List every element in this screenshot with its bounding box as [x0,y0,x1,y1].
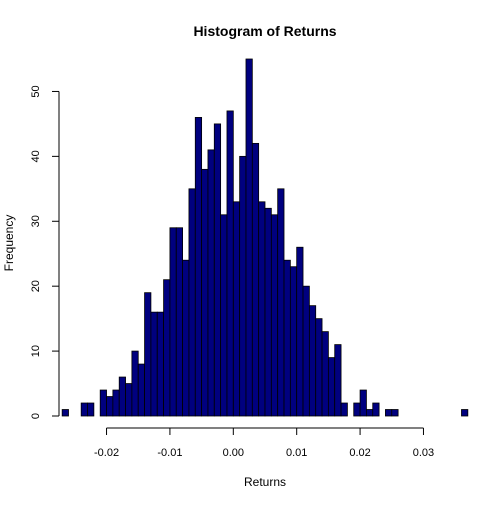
histogram-bar [163,279,171,417]
histogram-bar [321,331,329,417]
histogram-bar [131,350,139,417]
chart-title: Histogram of Returns [193,23,336,39]
histogram-bar [99,389,107,417]
histogram-bar [144,292,152,417]
histogram-bar [201,168,209,417]
histogram-bar [112,389,120,417]
histogram-bar [327,357,336,417]
histogram-bar [106,396,114,417]
histogram-bar [150,311,158,417]
histogram-bar [239,155,247,417]
y-tick-label: 30 [30,215,42,227]
histogram-bar [372,402,380,417]
histogram-bar [334,344,342,417]
histogram-bar [125,383,133,417]
histogram-bar [118,376,126,417]
x-tick-label: 0.00 [223,447,244,459]
histogram-bar [182,259,190,417]
histogram-bar [461,409,469,417]
x-tick-label: -0.02 [94,447,119,459]
histogram-bar [359,389,367,417]
histogram-bar [353,402,361,417]
histogram-bar [283,259,291,417]
histogram-bar [226,110,234,417]
histogram-bar [188,188,196,417]
histogram-bar [194,117,203,417]
x-tick-label: 0.03 [413,447,434,459]
histogram-bar [80,402,88,417]
histogram-bar [385,409,393,417]
histogram-bar [366,409,374,417]
histogram-bar [169,227,177,417]
histogram-bar [340,402,348,417]
histogram-bar [87,402,95,417]
histogram-bar [220,214,228,417]
histogram-bar [213,123,222,417]
y-tick-label: 50 [30,85,42,97]
x-tick-label: 0.01 [286,447,307,459]
histogram-bar [245,58,253,417]
histogram-bar [277,188,285,417]
x-tick-label: 0.02 [349,447,370,459]
y-axis: 0 10 20 30 40 50 [30,85,60,419]
histogram-bar [258,201,266,417]
y-tick-label: 20 [30,280,42,292]
histogram-bar [232,201,241,417]
y-tick-label: 10 [30,345,42,357]
histogram-bar [137,363,145,417]
y-axis-label: Frequency [2,215,16,272]
y-tick-label: 0 [30,413,42,419]
histogram-bar [251,142,260,417]
histogram-bar [296,246,304,417]
histogram-bar [289,266,298,417]
x-tick-label: -0.01 [157,447,182,459]
histogram-bar [315,318,323,417]
histogram-bar [175,227,183,417]
bars-group [61,58,469,417]
histogram-bar [207,149,215,417]
x-axis-label: Returns [244,475,286,489]
histogram-bar [391,409,399,417]
histogram-bar [302,285,310,417]
histogram-bar [264,207,272,417]
histogram-bar [61,409,69,417]
x-axis: -0.02 -0.01 0.00 0.01 0.02 0.03 [94,427,434,459]
y-tick-label: 40 [30,150,42,162]
histogram-bar [270,214,279,417]
histogram-bar [308,305,317,417]
histogram-bar [156,311,164,417]
